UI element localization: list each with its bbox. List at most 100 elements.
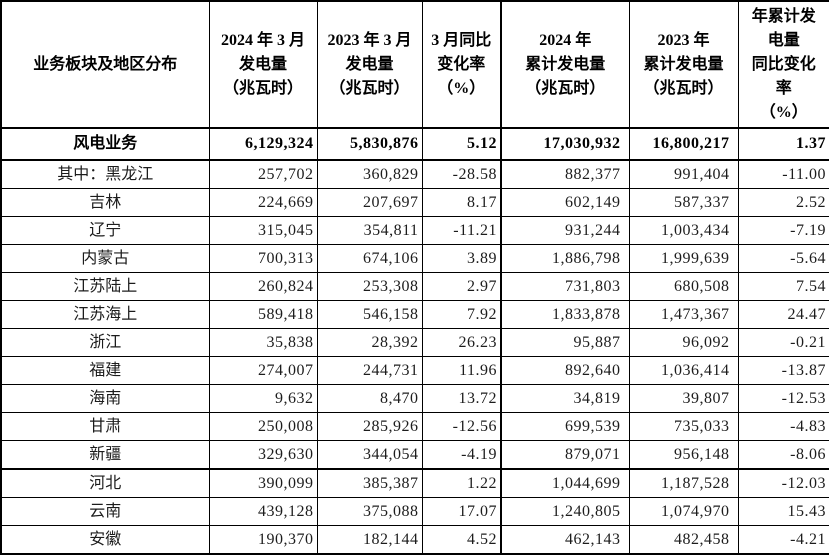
header-2024-march-generation: 2024 年 3 月 发电量 （兆瓦时） bbox=[208, 0, 318, 129]
region-label: 吉林 bbox=[0, 188, 210, 217]
region-label: 海南 bbox=[0, 384, 210, 413]
value-2023-march: 674,106 bbox=[316, 244, 423, 273]
value-2023-cumulative: 1,187,528 bbox=[628, 468, 739, 498]
value-2024-cumulative: 731,803 bbox=[500, 272, 630, 301]
value-2024-cumulative: 34,819 bbox=[500, 384, 630, 413]
value-cumulative-yoy-pct: -8.06 bbox=[737, 440, 829, 470]
table-row: 江苏海上 589,418 546,158 7.92 1,833,878 1,47… bbox=[0, 300, 829, 329]
table-row: 吉林 224,669 207,697 8.17 602,149 587,337 … bbox=[0, 188, 829, 217]
value-cumulative-yoy-pct: -12.03 bbox=[737, 468, 829, 498]
value-2023-march: 360,829 bbox=[316, 159, 423, 189]
value-2024-march: 274,007 bbox=[208, 356, 318, 385]
header-2023-cumulative-generation: 2023 年 累计发电量 （兆瓦时） bbox=[628, 0, 739, 129]
value-2024-march: 224,669 bbox=[208, 188, 318, 217]
value-2024-march: 190,370 bbox=[208, 525, 318, 555]
value-2024-march: 9,632 bbox=[208, 384, 318, 413]
value-2024-march: 35,838 bbox=[208, 328, 318, 357]
value-2024-cumulative: 1,886,798 bbox=[500, 244, 630, 273]
header-2023-march-generation: 2023 年 3 月 发电量 （兆瓦时） bbox=[316, 0, 423, 129]
value-2023-cumulative: 1,003,434 bbox=[628, 216, 739, 245]
table-row: 甘肃 250,008 285,926 -12.56 699,539 735,03… bbox=[0, 412, 829, 441]
value-2023-cumulative: 735,033 bbox=[628, 412, 739, 441]
value-cumulative-yoy-pct: -7.19 bbox=[737, 216, 829, 245]
table-row: 浙江 35,838 28,392 26.23 95,887 96,092 -0.… bbox=[0, 328, 829, 357]
value-2024-cumulative: 931,244 bbox=[500, 216, 630, 245]
value-2023-march: 344,054 bbox=[316, 440, 423, 470]
value-2024-cumulative: 462,143 bbox=[500, 525, 630, 555]
region-label: 云南 bbox=[0, 497, 210, 526]
value-2024-march: 390,099 bbox=[208, 468, 318, 498]
value-cumulative-yoy-pct: -13.87 bbox=[737, 356, 829, 385]
value-2023-cumulative: 956,148 bbox=[628, 440, 739, 470]
value-cumulative-yoy-pct: 1.37 bbox=[737, 127, 829, 161]
region-label: 风电业务 bbox=[0, 127, 210, 161]
region-label: 河北 bbox=[0, 468, 210, 498]
value-2023-march: 354,811 bbox=[316, 216, 423, 245]
region-label: 安徽 bbox=[0, 525, 210, 555]
region-label: 福建 bbox=[0, 356, 210, 385]
table-row: 新疆 329,630 344,054 -4.19 879,071 956,148… bbox=[0, 440, 829, 470]
region-label: 其中：黑龙江 bbox=[0, 159, 210, 189]
table-row: 河北 390,099 385,387 1.22 1,044,699 1,187,… bbox=[0, 468, 829, 498]
value-2023-march: 546,158 bbox=[316, 300, 423, 329]
table-row: 福建 274,007 244,731 11.96 892,640 1,036,4… bbox=[0, 356, 829, 385]
region-label: 江苏海上 bbox=[0, 300, 210, 329]
value-2024-march: 250,008 bbox=[208, 412, 318, 441]
value-2023-march: 285,926 bbox=[316, 412, 423, 441]
region-label: 辽宁 bbox=[0, 216, 210, 245]
value-2023-cumulative: 39,807 bbox=[628, 384, 739, 413]
value-2024-cumulative: 879,071 bbox=[500, 440, 630, 470]
header-2024-cumulative-generation: 2024 年 累计发电量 （兆瓦时） bbox=[500, 0, 630, 129]
value-march-yoy-pct: -11.21 bbox=[421, 216, 502, 245]
value-cumulative-yoy-pct: 15.43 bbox=[737, 497, 829, 526]
value-cumulative-yoy-pct: -5.64 bbox=[737, 244, 829, 273]
value-cumulative-yoy-pct: 24.47 bbox=[737, 300, 829, 329]
value-2023-cumulative: 680,508 bbox=[628, 272, 739, 301]
value-2023-march: 28,392 bbox=[316, 328, 423, 357]
value-march-yoy-pct: 1.22 bbox=[421, 468, 502, 498]
value-2024-cumulative: 95,887 bbox=[500, 328, 630, 357]
value-march-yoy-pct: 17.07 bbox=[421, 497, 502, 526]
value-cumulative-yoy-pct: 7.54 bbox=[737, 272, 829, 301]
value-cumulative-yoy-pct: -12.53 bbox=[737, 384, 829, 413]
value-2024-march: 260,824 bbox=[208, 272, 318, 301]
table-row: 辽宁 315,045 354,811 -11.21 931,244 1,003,… bbox=[0, 216, 829, 245]
region-label: 内蒙古 bbox=[0, 244, 210, 273]
value-2024-cumulative: 699,539 bbox=[500, 412, 630, 441]
header-row: 业务板块及地区分布 2024 年 3 月 发电量 （兆瓦时） 2023 年 3 … bbox=[0, 0, 829, 129]
value-2024-march: 439,128 bbox=[208, 497, 318, 526]
value-2024-cumulative: 892,640 bbox=[500, 356, 630, 385]
value-2024-march: 589,418 bbox=[208, 300, 318, 329]
value-2023-march: 8,470 bbox=[316, 384, 423, 413]
value-march-yoy-pct: 5.12 bbox=[421, 127, 502, 161]
value-cumulative-yoy-pct: -11.00 bbox=[737, 159, 829, 189]
value-march-yoy-pct: -4.19 bbox=[421, 440, 502, 470]
header-annual-cumulative-yoy-change: 年累计发 电量 同比变化 率 （%） bbox=[737, 0, 829, 129]
value-march-yoy-pct: 7.92 bbox=[421, 300, 502, 329]
value-2023-march: 244,731 bbox=[316, 356, 423, 385]
value-march-yoy-pct: 2.97 bbox=[421, 272, 502, 301]
header-march-yoy-change: 3 月同比 变化率 （%） bbox=[421, 0, 502, 129]
table-row: 其中：黑龙江 257,702 360,829 -28.58 882,377 99… bbox=[0, 159, 829, 189]
value-2024-cumulative: 1,240,805 bbox=[500, 497, 630, 526]
region-label: 浙江 bbox=[0, 328, 210, 357]
value-2024-march: 329,630 bbox=[208, 440, 318, 470]
table-row: 云南 439,128 375,088 17.07 1,240,805 1,074… bbox=[0, 497, 829, 526]
header-business-region: 业务板块及地区分布 bbox=[0, 0, 210, 129]
table-row: 海南 9,632 8,470 13.72 34,819 39,807 -12.5… bbox=[0, 384, 829, 413]
value-2023-cumulative: 96,092 bbox=[628, 328, 739, 357]
value-2023-cumulative: 1,473,367 bbox=[628, 300, 739, 329]
table-row: 安徽 190,370 182,144 4.52 462,143 482,458 … bbox=[0, 525, 829, 555]
region-label: 江苏陆上 bbox=[0, 272, 210, 301]
value-2023-cumulative: 1,074,970 bbox=[628, 497, 739, 526]
value-2023-cumulative: 1,036,414 bbox=[628, 356, 739, 385]
value-2024-cumulative: 1,833,878 bbox=[500, 300, 630, 329]
value-2024-march: 257,702 bbox=[208, 159, 318, 189]
value-march-yoy-pct: -12.56 bbox=[421, 412, 502, 441]
value-cumulative-yoy-pct: -4.21 bbox=[737, 525, 829, 555]
region-label: 新疆 bbox=[0, 440, 210, 470]
value-2024-march: 315,045 bbox=[208, 216, 318, 245]
table-row: 江苏陆上 260,824 253,308 2.97 731,803 680,50… bbox=[0, 272, 829, 301]
